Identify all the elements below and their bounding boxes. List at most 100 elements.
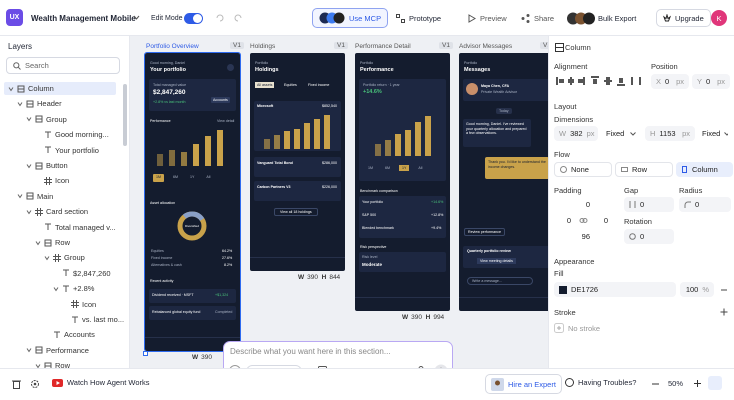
alignment-buttons[interactable] <box>555 75 647 87</box>
layer-row[interactable]: Row <box>35 237 70 248</box>
phone-frame[interactable]: Portfolio Messages Maya Chen, CFA Privat… <box>459 53 548 311</box>
layer-caret[interactable] <box>62 317 68 323</box>
padding-left[interactable]: 0 <box>554 213 576 228</box>
layer-row[interactable]: Column <box>8 83 54 94</box>
layer-icon <box>35 346 43 354</box>
link-icon[interactable] <box>579 216 588 225</box>
zoom-level[interactable]: 50% <box>668 379 684 388</box>
flow-option[interactable]: Row <box>615 162 673 177</box>
layer-caret[interactable] <box>17 193 23 199</box>
benchmark-value: +12.8% <box>431 213 444 217</box>
gap-field[interactable]: 0 <box>624 197 674 212</box>
layer-caret[interactable] <box>35 147 41 153</box>
width-sizing[interactable]: Fixed <box>601 126 641 141</box>
layer-caret[interactable] <box>62 301 68 307</box>
hire-expert-button[interactable]: Hire an Expert <box>485 374 562 394</box>
frame-label[interactable]: Advisor Messages <box>459 43 513 50</box>
y-field[interactable]: Y 0 px <box>692 74 730 89</box>
layer-row[interactable]: Main <box>17 191 53 202</box>
layer-row[interactable]: Performance <box>26 345 89 356</box>
message-input: Write a message... <box>467 277 533 285</box>
phone-frame[interactable]: Good morning, Daniel Your portfolio Tota… <box>144 52 241 352</box>
dropdown-icon[interactable] <box>133 15 140 21</box>
layer-row[interactable]: Good morning... <box>35 129 109 140</box>
layer-row[interactable]: $2,847,260 <box>53 268 111 279</box>
layer-caret[interactable] <box>26 116 32 122</box>
fill-field[interactable]: DE1726 <box>554 282 676 297</box>
layer-caret[interactable] <box>35 363 41 369</box>
layer-row[interactable]: +2.8% <box>53 283 94 294</box>
layer-row[interactable]: Your portfolio <box>35 145 99 156</box>
layer-row[interactable]: Header <box>17 98 62 109</box>
prompt-placeholder[interactable]: Describe what you want here in this sect… <box>230 347 391 356</box>
phone-frame[interactable]: Portfolio Performance Portfolio return ·… <box>355 53 450 311</box>
collaborator-avatars[interactable] <box>566 12 596 25</box>
layer-caret[interactable] <box>44 255 50 261</box>
phone-frame[interactable]: Portfolio Holdings All assets Equities F… <box>250 53 345 271</box>
trash-icon[interactable] <box>12 379 21 389</box>
advisor-role: Private Wealth Advisor <box>481 90 518 94</box>
share-button[interactable]: Share <box>521 14 554 23</box>
project-name[interactable]: Wealth Management Mobile <box>31 14 136 23</box>
prototype-button[interactable]: Prototype <box>396 14 441 23</box>
layer-row[interactable]: Total managed v... <box>35 222 116 233</box>
padding-bottom[interactable]: 96 <box>573 229 595 244</box>
layer-row[interactable]: Accounts <box>44 329 95 340</box>
flow-option[interactable]: None <box>554 162 612 177</box>
selection-handle[interactable] <box>143 351 148 356</box>
zoom-in[interactable] <box>694 380 701 387</box>
layer-caret[interactable] <box>53 270 59 276</box>
radius-field[interactable]: 0 <box>679 197 731 212</box>
settings-icon[interactable] <box>30 379 40 389</box>
height-sizing[interactable]: Fixed <box>697 126 733 141</box>
frame-label[interactable]: Portfolio Overview <box>146 43 199 50</box>
preview-button[interactable]: Preview <box>467 14 507 23</box>
layer-caret[interactable] <box>53 286 59 292</box>
padding-top[interactable]: 0 <box>573 197 595 212</box>
layer-row[interactable]: Button <box>26 160 68 171</box>
width-field[interactable]: W 382 px <box>554 126 598 141</box>
rotation-field[interactable]: 0 <box>624 229 674 244</box>
frame-label[interactable]: Holdings <box>250 43 276 50</box>
layer-caret[interactable] <box>26 163 32 169</box>
layer-caret[interactable] <box>17 101 23 107</box>
bell-icon <box>227 64 234 71</box>
frame-label[interactable]: Performance Detail <box>355 43 411 50</box>
layer-row[interactable]: Icon <box>35 175 69 186</box>
layer-row[interactable]: vs. last mo... <box>62 314 124 325</box>
layer-caret[interactable] <box>35 178 41 184</box>
layer-row[interactable]: Card section <box>26 206 88 217</box>
add-stroke[interactable] <box>720 308 728 316</box>
watch-video-link[interactable]: Watch How Agent Works <box>52 378 150 387</box>
layer-caret[interactable] <box>8 86 14 92</box>
layer-caret[interactable] <box>26 209 32 215</box>
layer-caret[interactable] <box>35 224 41 230</box>
layer-caret[interactable] <box>44 332 50 338</box>
remove-fill[interactable] <box>720 286 728 294</box>
layers-search[interactable]: Search <box>6 57 120 74</box>
mcp-button[interactable]: Use MCP <box>312 8 389 28</box>
logo[interactable]: UX <box>6 9 23 26</box>
layer-row[interactable]: Group <box>26 114 67 125</box>
layer-label: Group <box>64 253 85 263</box>
height-field[interactable]: H 1153 px <box>645 126 695 141</box>
help-button[interactable] <box>708 376 722 390</box>
edit-mode-toggle[interactable] <box>184 13 203 24</box>
layer-caret[interactable] <box>35 240 41 246</box>
export-button[interactable]: Bulk Export <box>598 14 637 23</box>
prompt-box[interactable]: Describe what you want here in this sect… <box>223 341 453 368</box>
flow-option-selected[interactable]: Column <box>676 162 733 177</box>
layer-caret[interactable] <box>26 347 32 353</box>
zoom-out[interactable] <box>652 383 659 385</box>
layer-row[interactable]: Group <box>44 252 85 263</box>
undo-redo[interactable] <box>214 13 244 23</box>
user-avatar[interactable]: K <box>711 10 727 26</box>
upgrade-button[interactable]: Upgrade <box>656 9 711 27</box>
layer-row[interactable]: Icon <box>62 299 96 310</box>
layer-caret[interactable] <box>35 132 41 138</box>
x-field[interactable]: X 0 px <box>651 74 689 89</box>
layers-panel: Layers Search Column Header Group Good morn… <box>0 36 130 370</box>
padding-right[interactable]: 0 <box>591 213 613 228</box>
opacity-field[interactable]: 100% <box>680 282 714 297</box>
help-link[interactable]: Having Troubles? <box>565 378 636 387</box>
